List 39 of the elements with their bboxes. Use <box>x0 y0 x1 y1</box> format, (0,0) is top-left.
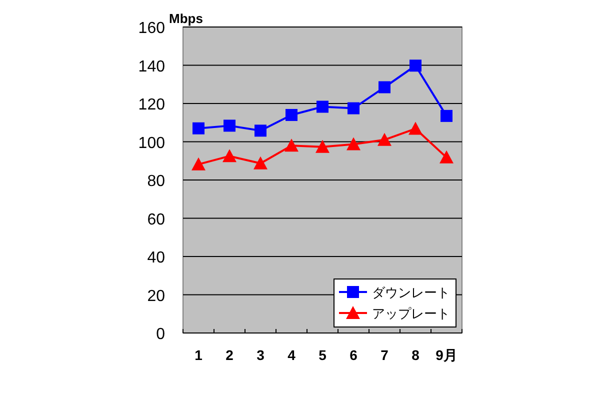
y-tick-label: 120 <box>138 96 166 114</box>
x-tick-label: 3 <box>256 347 265 363</box>
y-tick-label: 160 <box>138 20 166 37</box>
point <box>192 157 206 170</box>
point <box>222 149 236 162</box>
point <box>440 150 454 164</box>
x-tick-label: 2 <box>226 347 234 363</box>
point <box>316 100 328 113</box>
point <box>254 124 266 137</box>
y-tick-label: 20 <box>147 288 166 305</box>
point <box>378 132 392 146</box>
x-tick-label: 5 <box>318 347 327 363</box>
y-tick-label: 80 <box>147 173 166 190</box>
x-tick-label: 4 <box>288 347 296 363</box>
point <box>408 122 422 135</box>
point <box>346 137 360 150</box>
point <box>316 140 330 153</box>
y-tick-label: 140 <box>138 58 166 76</box>
y-tick-label: 60 <box>147 211 166 228</box>
point <box>348 102 360 114</box>
point <box>254 156 268 170</box>
legend-label: アップレート <box>372 306 450 321</box>
y-tick-label: 0 <box>156 326 166 343</box>
x-tick-label: 8 <box>412 347 420 363</box>
point <box>286 108 298 121</box>
point <box>192 122 204 134</box>
point <box>440 110 452 122</box>
legend-label: ダウンレート <box>372 285 450 300</box>
y-axis-title: Mbps <box>169 11 203 26</box>
x-tick-label: 6 <box>350 347 358 363</box>
x-tick-label: 9月 <box>436 347 458 363</box>
x-tick-label: 1 <box>194 347 203 363</box>
point <box>284 138 298 152</box>
y-tick-label: 40 <box>147 250 166 266</box>
x-tick-label: 7 <box>380 347 389 363</box>
point <box>224 120 236 132</box>
y-tick-label: 100 <box>138 134 166 152</box>
point <box>378 81 390 94</box>
point <box>410 60 422 72</box>
